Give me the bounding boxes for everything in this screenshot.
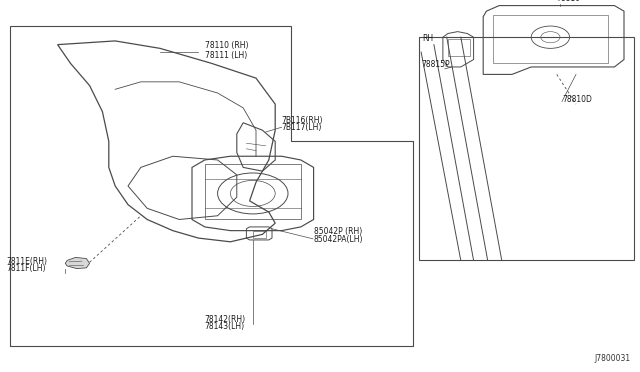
Text: J7800031: J7800031 [595,354,630,363]
Text: 7811F(LH): 7811F(LH) [6,264,46,273]
Bar [205,164,301,219]
Text: 85042P (RH): 85042P (RH) [314,227,362,236]
Text: 78815P: 78815P [421,60,450,69]
Text: 78810: 78810 [557,0,581,3]
Text: 7B116(RH): 7B116(RH) [282,116,323,125]
Text: 7811E(RH): 7811E(RH) [6,257,47,266]
Text: 78143(LH): 78143(LH) [205,322,245,331]
Text: 78111 (LH): 78111 (LH) [205,51,247,60]
Text: 78810D: 78810D [562,95,592,104]
Polygon shape [65,257,90,269]
Bar [419,37,634,260]
Text: 78110 (RH): 78110 (RH) [205,41,248,50]
Text: 78142(RH): 78142(RH) [205,315,246,324]
Text: 85042PA(LH): 85042PA(LH) [314,235,363,244]
Text: 7B117(LH): 7B117(LH) [282,123,322,132]
Text: RH: RH [422,34,433,43]
Bar [493,15,608,63]
